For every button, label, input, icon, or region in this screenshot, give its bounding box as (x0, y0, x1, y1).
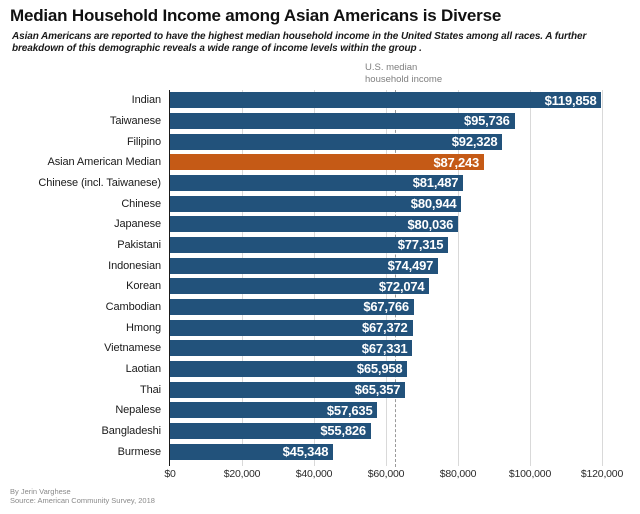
gridline (602, 90, 603, 466)
chart-subtitle: Asian Americans are reported to have the… (12, 31, 587, 54)
bar: $45,348 (170, 443, 334, 460)
bar-value-label: $57,635 (326, 402, 373, 418)
gridline (386, 90, 387, 466)
bar: $65,357 (170, 381, 406, 398)
bar-value-label: $80,944 (410, 196, 457, 212)
byline: By Jerin Varghese (10, 487, 71, 496)
bar: $95,736 (170, 112, 515, 129)
category-label: Nepalese (115, 404, 161, 417)
category-label: Cambodian (105, 300, 161, 313)
reference-line-annotation: U.S. median household income (365, 62, 442, 86)
bar-value-label: $67,766 (363, 299, 409, 315)
bar-row: Chinese (incl. Taiwanese) $81,487 (38, 173, 602, 194)
chart-title: Median Household Income among Asian Amer… (10, 6, 502, 25)
bar: $67,372 (170, 319, 413, 336)
bar-row: Burmese $45,348 (118, 441, 602, 462)
bar-row: Japanese $80,036 (114, 214, 602, 235)
bar-value-label: $80,036 (407, 216, 454, 232)
x-tick-label: $100,000 (508, 468, 552, 480)
bar: $65,958 (170, 360, 408, 377)
category-label: Indian (131, 94, 161, 107)
bar-value-label: $67,331 (361, 340, 408, 356)
bar: $81,487 (170, 174, 464, 191)
bar-row: Pakistani $77,315 (117, 235, 602, 256)
gridline (458, 90, 459, 466)
category-label: Vietnamese (104, 342, 161, 355)
category-label: Indonesian (108, 259, 161, 272)
category-label: Burmese (117, 445, 161, 458)
bar: $80,944 (170, 195, 462, 212)
bar-value-label: $95,736 (464, 113, 510, 129)
bar-row: Filipino $92,328 (127, 131, 602, 152)
bar: $67,766 (170, 298, 414, 315)
bar: $67,331 (170, 340, 413, 357)
bar: $80,036 (170, 216, 459, 233)
category-label: Pakistani (117, 238, 161, 251)
bar-value-label: $65,357 (354, 382, 401, 398)
bar-row: Bangladeshi $55,826 (102, 421, 602, 442)
bar-value-label: $119,858 (544, 92, 597, 108)
bar: $72,074 (170, 278, 430, 295)
x-tick-label: $60,000 (367, 468, 405, 480)
bar-row: Laotian $65,958 (126, 359, 602, 380)
bar-row: Vietnamese $67,331 (104, 338, 602, 359)
x-tick-label: $40,000 (295, 468, 333, 480)
bar: $77,315 (170, 236, 449, 253)
bar-value-label: $67,372 (361, 320, 408, 336)
bar-value-label: $77,315 (397, 237, 444, 253)
bar-value-label: $72,074 (378, 278, 425, 294)
bar-value-label: $74,497 (387, 258, 434, 274)
category-label: Chinese (incl. Taiwanese) (38, 176, 161, 189)
category-label: Taiwanese (109, 114, 161, 127)
bar-row: Nepalese $57,635 (115, 400, 602, 421)
category-label: Bangladeshi (101, 424, 162, 437)
bar: $74,497 (170, 257, 439, 274)
bar: $55,826 (170, 422, 371, 439)
highlight-bar: $87,243 (170, 154, 485, 171)
bar-value-label: $87,243 (433, 154, 480, 170)
bar-row: Indonesian $74,497 (108, 255, 602, 276)
bar-row: Indian $119,858 (132, 90, 602, 111)
annotation-line-2: household income (365, 74, 443, 85)
bar-row: Asian American Median $87,243 (48, 152, 602, 173)
category-label: Filipino (126, 135, 161, 148)
category-label: Thai (140, 383, 161, 396)
bar: $119,858 (170, 92, 602, 109)
gridline (530, 90, 531, 466)
bar-value-label: $65,958 (356, 361, 403, 377)
bar-row: Cambodian $67,766 (106, 297, 602, 318)
bar-value-label: $81,487 (412, 175, 459, 191)
category-label: Chinese (121, 197, 161, 210)
x-tick-label: $0 (164, 468, 176, 480)
bar-row: Thai $65,357 (140, 379, 602, 400)
gridline (242, 90, 243, 466)
source-credit: Source: American Community Survey, 2018 (10, 496, 155, 505)
chart-footer: By Jerin Varghese Source: American Commu… (10, 487, 155, 505)
x-tick-label: $120,000 (580, 468, 624, 480)
bar: $57,635 (170, 402, 378, 419)
bar-value-label: $55,826 (320, 423, 366, 439)
bar-value-label: $92,328 (451, 134, 498, 150)
bar-row: Hmong $67,372 (126, 317, 602, 338)
bar-row: Chinese $80,944 (121, 193, 602, 214)
bar-row: Taiwanese $95,736 (110, 111, 602, 132)
gridline (314, 90, 315, 466)
bar-value-label: $45,348 (282, 444, 329, 460)
x-axis: $0 $20,000 $40,000 $60,000 $80,000 $100,000 $1… (164, 468, 623, 482)
category-label: Korean (126, 280, 161, 293)
bar: $92,328 (170, 133, 503, 150)
category-label: Asian American Median (47, 156, 162, 169)
category-label: Japanese (114, 218, 161, 231)
bar-row: Korean $72,074 (126, 276, 602, 297)
annotation-line-1: U.S. median (365, 62, 418, 73)
x-tick-label: $80,000 (439, 468, 477, 480)
y-axis-line (168, 90, 170, 466)
category-label: Laotian (125, 362, 161, 375)
plot-area: Indian $119,858 Taiwanese $95,736 Filipino $9… (38, 90, 603, 467)
x-tick-label: $20,000 (223, 468, 261, 480)
category-label: Hmong (126, 321, 161, 334)
